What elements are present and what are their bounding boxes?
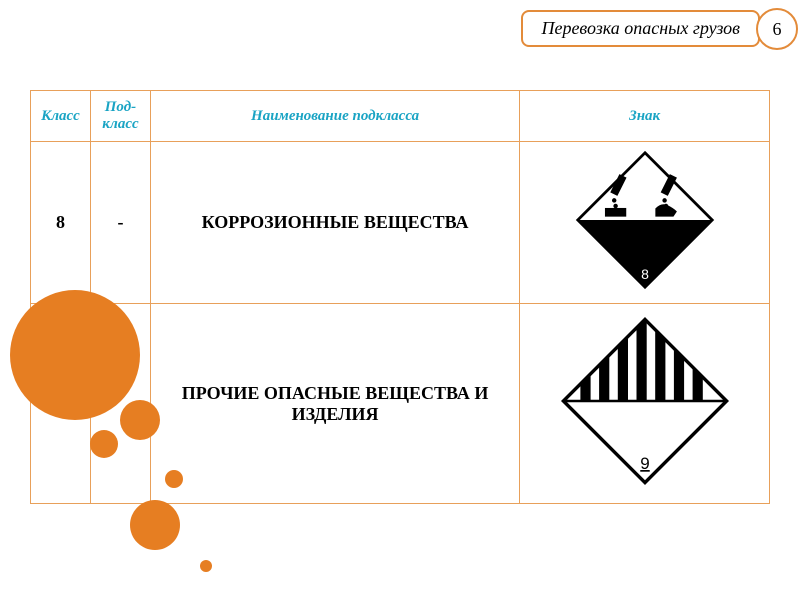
col-header-name: Наименование подкласса xyxy=(150,91,519,142)
table-header-row: Класс Под-класс Наименование подкласса З… xyxy=(31,91,770,142)
cell-class: 8 xyxy=(31,142,91,304)
sign-number: 9 xyxy=(640,454,649,473)
col-header-class: Класс xyxy=(31,91,91,142)
hazard-sign-class9-icon: 9 xyxy=(560,316,730,486)
decorative-circle xyxy=(90,430,118,458)
decorative-circle xyxy=(120,400,160,440)
cell-sign: 9 xyxy=(520,304,770,504)
col-header-sign: Знак xyxy=(520,91,770,142)
page-number: 6 xyxy=(756,8,798,50)
col-header-subclass: Под-класс xyxy=(90,91,150,142)
cell-sign: 8 xyxy=(520,142,770,304)
hazard-sign-class8-icon: 8 xyxy=(575,150,715,290)
table-row: 8 - КОРРОЗИОННЫЕ ВЕЩЕСТВА xyxy=(31,142,770,304)
sign-number: 8 xyxy=(641,266,649,282)
header-title-box: Перевозка опасных грузов xyxy=(521,10,760,47)
hazard-class-table: Класс Под-класс Наименование подкласса З… xyxy=(30,90,770,504)
decorative-circle xyxy=(165,470,183,488)
decorative-circle xyxy=(10,290,140,420)
cell-subclass: - xyxy=(90,142,150,304)
cell-name: ПРОЧИЕ ОПАСНЫЕ ВЕЩЕСТВА И ИЗДЕЛИЯ xyxy=(150,304,519,504)
decorative-circle xyxy=(130,500,180,550)
cell-name: КОРРОЗИОННЫЕ ВЕЩЕСТВА xyxy=(150,142,519,304)
decorative-circle xyxy=(200,560,212,572)
